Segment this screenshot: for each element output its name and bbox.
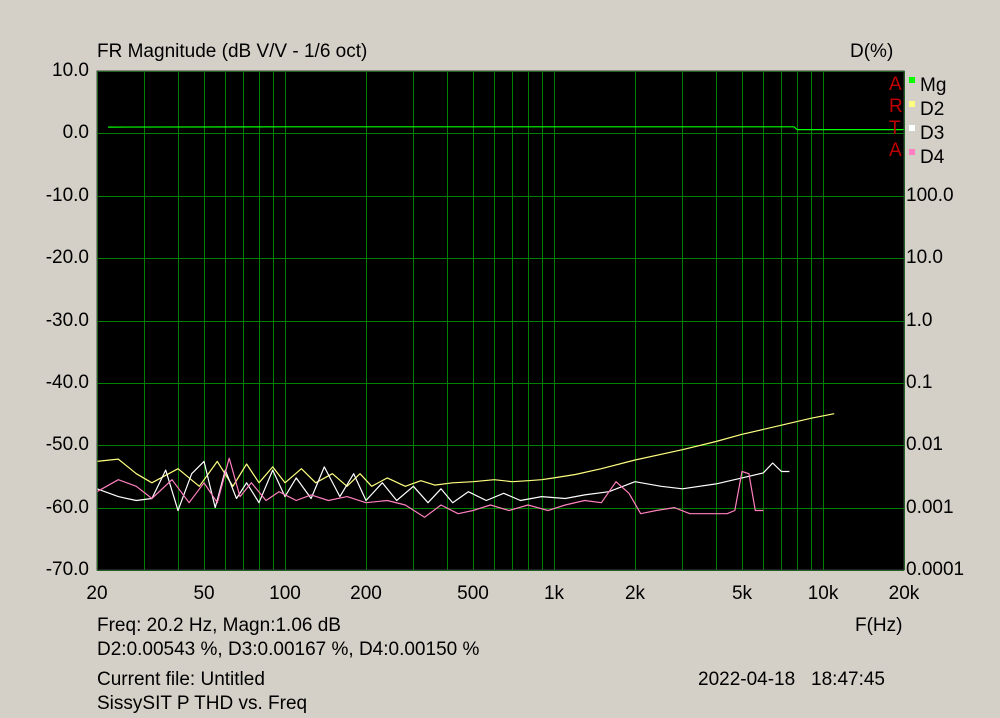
x-tick-label: 2k [624, 583, 646, 604]
legend-swatch [909, 101, 915, 107]
current-file-label: Current file: Untitled [97, 669, 265, 690]
legend-swatch [909, 125, 915, 131]
y2-tick-label: 0.001 [906, 496, 954, 518]
y2-tick-label: 0.1 [906, 371, 933, 393]
y-tick-label: -10.0 [45, 184, 89, 206]
watermark-letter: T [889, 118, 901, 139]
y-tick-label: -30.0 [45, 309, 89, 331]
plot-border [96, 70, 905, 571]
y-tick-label: -70.0 [45, 559, 89, 580]
description-label: SissySIT P THD vs. Freq [97, 693, 308, 714]
x-tick-label: 500 [457, 583, 489, 604]
x-tick-label: 100 [269, 583, 301, 604]
legend-label-mg: Mg [920, 75, 947, 96]
legend-label-d4: D4 [920, 147, 945, 168]
legend-swatch [909, 149, 915, 155]
x-tick-label: 1k [543, 583, 565, 604]
x-tick-label: 10k [807, 583, 839, 604]
y2-tick-label: 1.0 [906, 309, 933, 331]
x-axis-label: F(Hz) [855, 615, 903, 636]
chart-title: FR Magnitude (dB V/V - 1/6 oct) [97, 41, 368, 62]
watermark-letter: A [889, 140, 902, 161]
grid [97, 71, 905, 571]
y-tick-label: -20.0 [45, 247, 89, 269]
x-tick-label: 20 [86, 583, 108, 604]
legend-label-d2: D2 [920, 99, 945, 120]
y-tick-label: -40.0 [45, 371, 89, 393]
legend-swatch [909, 77, 915, 83]
x-tick-label: 200 [350, 583, 382, 604]
y2-tick-label: 10.0 [906, 247, 943, 269]
cursor-readout-magnitude: Freq: 20.2 Hz, Magn:1.06 dB [97, 615, 341, 636]
series-group [96, 126, 904, 518]
x-tick-label: 20k [888, 583, 920, 604]
y2-tick-label: 0.0001 [906, 559, 965, 580]
series-line-mg [108, 126, 904, 131]
timestamp: 2022-04-18 18:47:45 [698, 669, 885, 690]
y2-tick-label: 100.0 [906, 184, 954, 206]
y-tick-label: -60.0 [45, 496, 89, 518]
series-line-d2 [96, 413, 835, 487]
series-line-d3 [96, 460, 790, 512]
cursor-readout-distortion: D2:0.00543 %, D3:0.00167 %, D4:0.00150 % [97, 639, 480, 660]
y-tick-label: 0.0 [62, 122, 89, 144]
y2-tick-label: 0.01 [906, 434, 943, 456]
watermark-letter: A [889, 74, 902, 95]
legend-label-d3: D3 [920, 123, 945, 144]
right-axis-title: D(%) [850, 41, 894, 62]
x-tick-label: 50 [193, 583, 215, 604]
watermark-letter: R [889, 96, 903, 117]
series-line-d4 [96, 457, 764, 518]
y-tick-label: 10.0 [52, 60, 89, 81]
y-tick-label: -50.0 [45, 434, 89, 456]
x-tick-label: 5k [731, 583, 753, 604]
